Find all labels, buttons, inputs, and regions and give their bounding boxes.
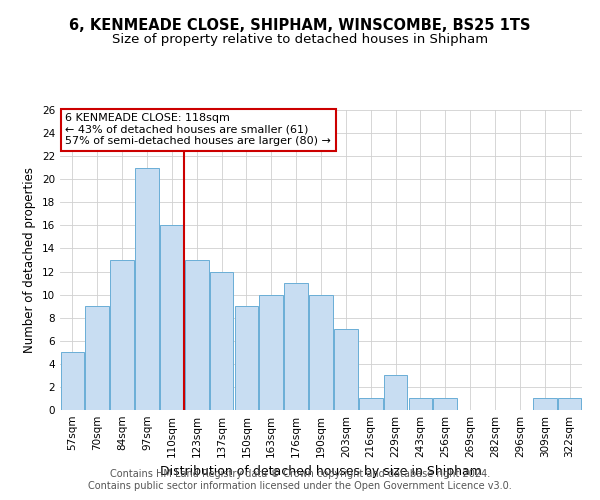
Text: Size of property relative to detached houses in Shipham: Size of property relative to detached ho… [112,32,488,46]
Bar [558,398,581,410]
Bar [433,398,457,410]
Bar [334,329,358,410]
Bar [135,168,159,410]
Bar [359,398,383,410]
Bar [210,272,233,410]
Bar [259,294,283,410]
Bar [409,398,432,410]
Text: 6, KENMEADE CLOSE, SHIPHAM, WINSCOMBE, BS25 1TS: 6, KENMEADE CLOSE, SHIPHAM, WINSCOMBE, B… [69,18,531,32]
Bar [533,398,557,410]
Bar [284,283,308,410]
Bar [160,226,184,410]
Bar [110,260,134,410]
X-axis label: Distribution of detached houses by size in Shipham: Distribution of detached houses by size … [160,466,482,478]
Text: 6 KENMEADE CLOSE: 118sqm
← 43% of detached houses are smaller (61)
57% of semi-d: 6 KENMEADE CLOSE: 118sqm ← 43% of detach… [65,113,331,146]
Bar [309,294,333,410]
Y-axis label: Number of detached properties: Number of detached properties [23,167,37,353]
Bar [61,352,84,410]
Bar [85,306,109,410]
Text: Contains HM Land Registry data © Crown copyright and database right 2024.: Contains HM Land Registry data © Crown c… [110,469,490,479]
Bar [235,306,258,410]
Bar [384,376,407,410]
Text: Contains public sector information licensed under the Open Government Licence v3: Contains public sector information licen… [88,481,512,491]
Bar [185,260,209,410]
